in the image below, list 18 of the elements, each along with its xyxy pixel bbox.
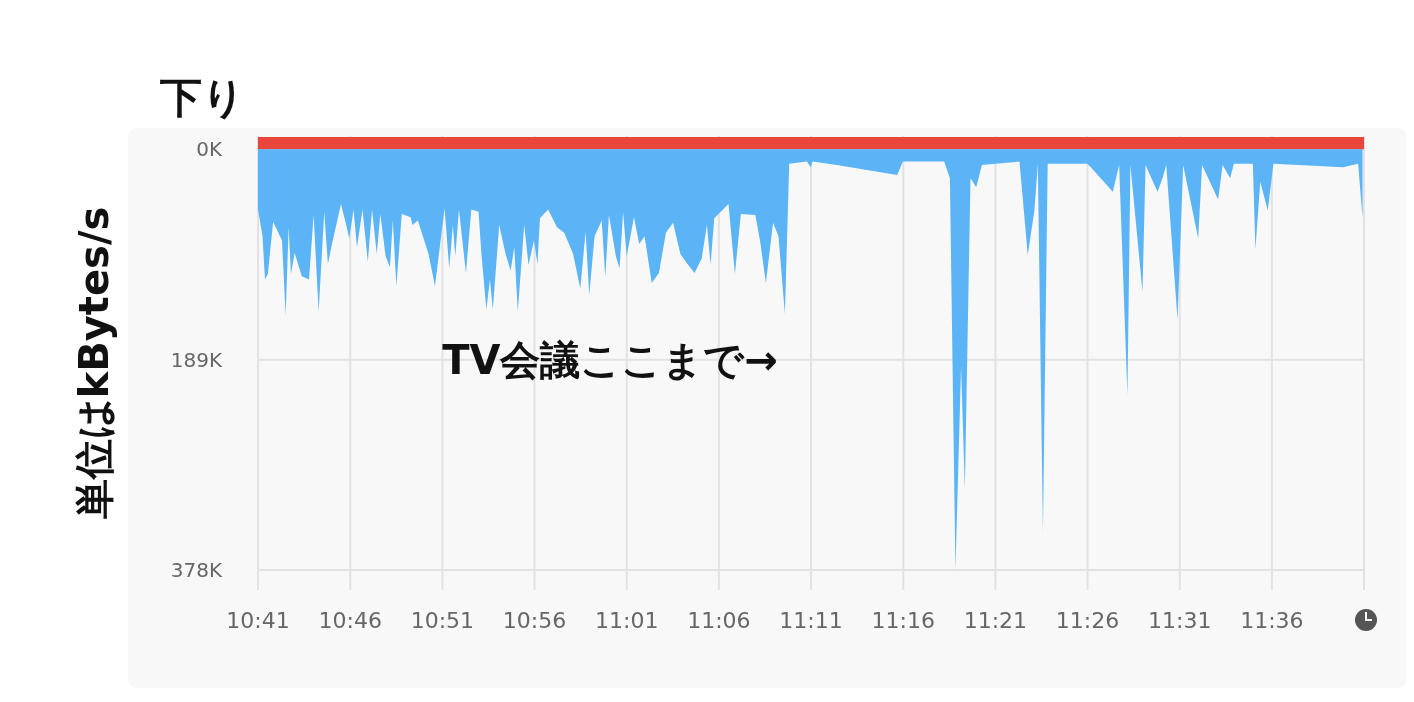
x-tick-label: 11:31 [1148,608,1212,633]
x-tick-label: 11:06 [687,608,751,633]
x-tick-label: 11:01 [595,608,659,633]
x-tick-label: 11:21 [963,608,1028,633]
y-axis-title: 単位はkBytes/s [71,206,117,520]
x-tick-label: 11:26 [1055,608,1120,633]
y-tick-label: 189K [170,347,223,372]
y-tick-label: 378K [170,558,223,582]
x-tick-label: 11:11 [779,608,843,633]
annotation: TV会議ここまで→ [442,337,778,383]
x-tick-label: 10:41 [226,608,290,633]
x-tick-label: 11:36 [1240,608,1304,633]
chart-title: 下り [159,73,245,122]
x-tick-label: 11:16 [871,608,935,633]
x-tick-label: 10:51 [410,608,475,633]
x-tick-label: 10:56 [502,608,567,633]
x-tick-label: 10:46 [318,608,382,633]
y-tick-label: 0K [196,137,223,162]
